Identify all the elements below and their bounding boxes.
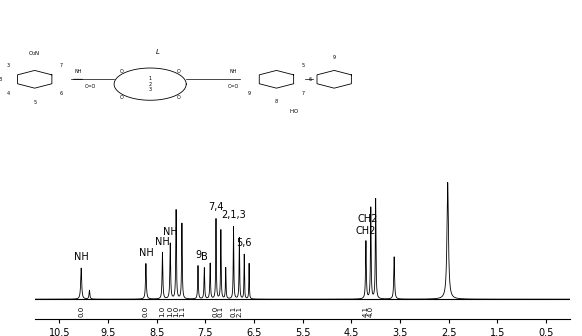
Text: NH: NH [229, 70, 237, 75]
Text: 1.0: 1.0 [167, 306, 173, 317]
Text: 2.1: 2.1 [236, 306, 242, 317]
Text: NH: NH [163, 227, 178, 237]
Text: 7,4: 7,4 [208, 203, 223, 212]
Text: O: O [177, 69, 181, 74]
Text: 1.0: 1.0 [173, 306, 179, 317]
Text: 4.0: 4.0 [368, 306, 374, 317]
Text: 9: 9 [248, 91, 251, 95]
Text: NH: NH [155, 237, 170, 247]
Text: 4: 4 [6, 91, 9, 95]
Text: 7: 7 [301, 91, 305, 95]
Text: 2,1,3: 2,1,3 [221, 210, 246, 220]
Text: 0.1: 0.1 [230, 306, 236, 317]
Text: 1
2
3: 1 2 3 [148, 76, 152, 92]
Text: NH: NH [74, 70, 81, 75]
Text: 0.0: 0.0 [143, 306, 149, 317]
Text: B: B [201, 252, 208, 262]
Text: 9: 9 [195, 250, 201, 260]
Text: 5: 5 [33, 100, 36, 105]
Text: 4.1: 4.1 [363, 306, 369, 317]
Text: 7: 7 [60, 63, 63, 68]
Text: CH2: CH2 [358, 214, 378, 223]
Text: 0.0: 0.0 [78, 306, 84, 317]
Text: 5: 5 [301, 63, 305, 68]
Text: $\rm O_2N$: $\rm O_2N$ [29, 49, 41, 58]
Text: O: O [119, 69, 123, 74]
Text: 0.0: 0.0 [213, 306, 219, 317]
Text: 0.1: 0.1 [218, 306, 224, 317]
Text: CH2: CH2 [356, 226, 376, 236]
Text: 8: 8 [275, 99, 278, 103]
Text: NH: NH [74, 252, 88, 262]
Text: L: L [155, 49, 159, 55]
Text: C=O: C=O [228, 84, 239, 89]
Text: 6: 6 [309, 77, 312, 82]
Text: 5,6: 5,6 [236, 238, 252, 248]
Text: O: O [177, 94, 181, 99]
Text: 1.1: 1.1 [179, 306, 185, 317]
Text: C=O: C=O [85, 84, 97, 89]
Text: NH: NH [139, 248, 153, 258]
Text: 1.0: 1.0 [159, 306, 165, 317]
Text: 9: 9 [333, 55, 336, 60]
Text: O: O [119, 94, 123, 99]
Text: 8: 8 [0, 77, 2, 82]
Text: $\rm HO$: $\rm HO$ [289, 107, 300, 115]
Text: 6: 6 [60, 91, 63, 95]
Text: 3: 3 [6, 63, 9, 68]
